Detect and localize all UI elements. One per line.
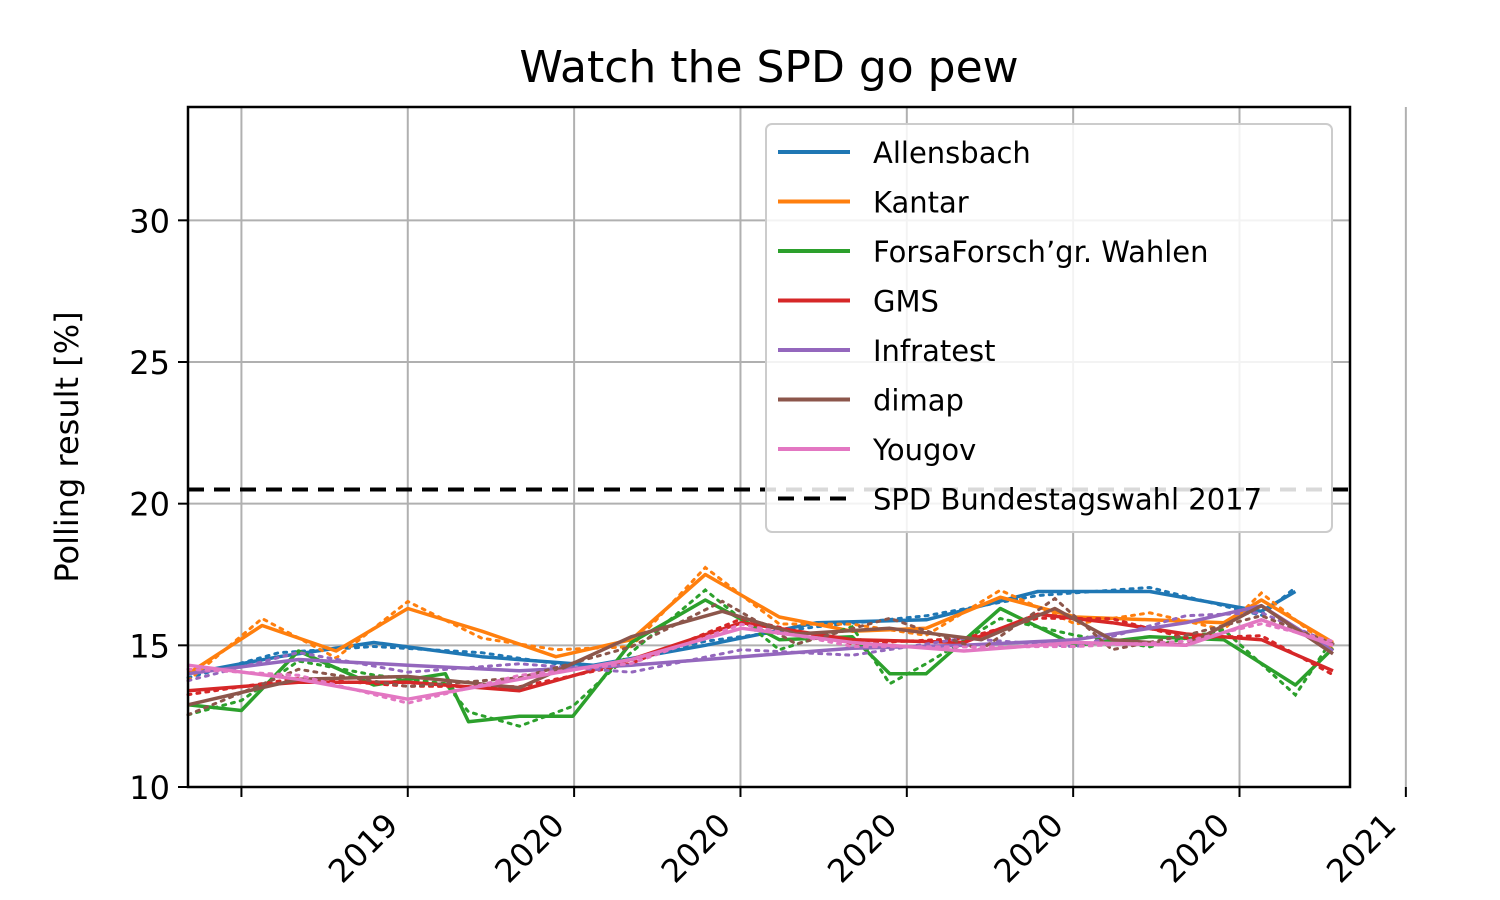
y-tick-label: 30 [129,202,170,240]
series-raw-0 [186,585,1297,680]
y-tick-label: 25 [129,344,170,382]
series-line-4 [187,603,1334,676]
y-tick-label: 15 [129,627,170,665]
series-raw-4 [186,611,1335,683]
legend-label: Yougov [872,433,976,467]
y-axis-label: Polling result [%] [48,311,86,582]
x-tick-label: 2020 [1153,806,1237,890]
legend-label: Allensbach [873,136,1031,170]
x-tick-label: 2019 [321,806,405,890]
legend-label: ForsaForsch’gr. Wahlen [873,235,1209,269]
legend-label: GMS [873,285,939,319]
legend-label: dimap [873,384,964,418]
legend-label: SPD Bundestagswahl 2017 [873,483,1262,517]
x-tick-label: 2020 [487,806,571,890]
chart-title: Watch the SPD go pew [519,42,1018,93]
series-line-1 [187,572,1334,676]
series-line-2 [187,598,1335,724]
plot-frame [186,105,1352,789]
series-line-6 [187,618,1334,701]
series-raw-3 [186,616,1335,697]
x-tick-label: 2021 [1319,806,1403,890]
x-tick-label: 2020 [820,806,904,890]
y-tick-label: 10 [129,769,170,807]
y-tick-label: 20 [129,486,170,524]
legend-label: Infratest [873,334,996,368]
legend-label: Kantar [873,186,969,220]
x-tick-label: 2020 [986,806,1070,890]
legend-box [765,123,1333,533]
legend: Allensbach Kantar ForsaForsch’gr. Wahlen GM… [765,123,1333,533]
x-tick-label: 2020 [654,806,738,890]
